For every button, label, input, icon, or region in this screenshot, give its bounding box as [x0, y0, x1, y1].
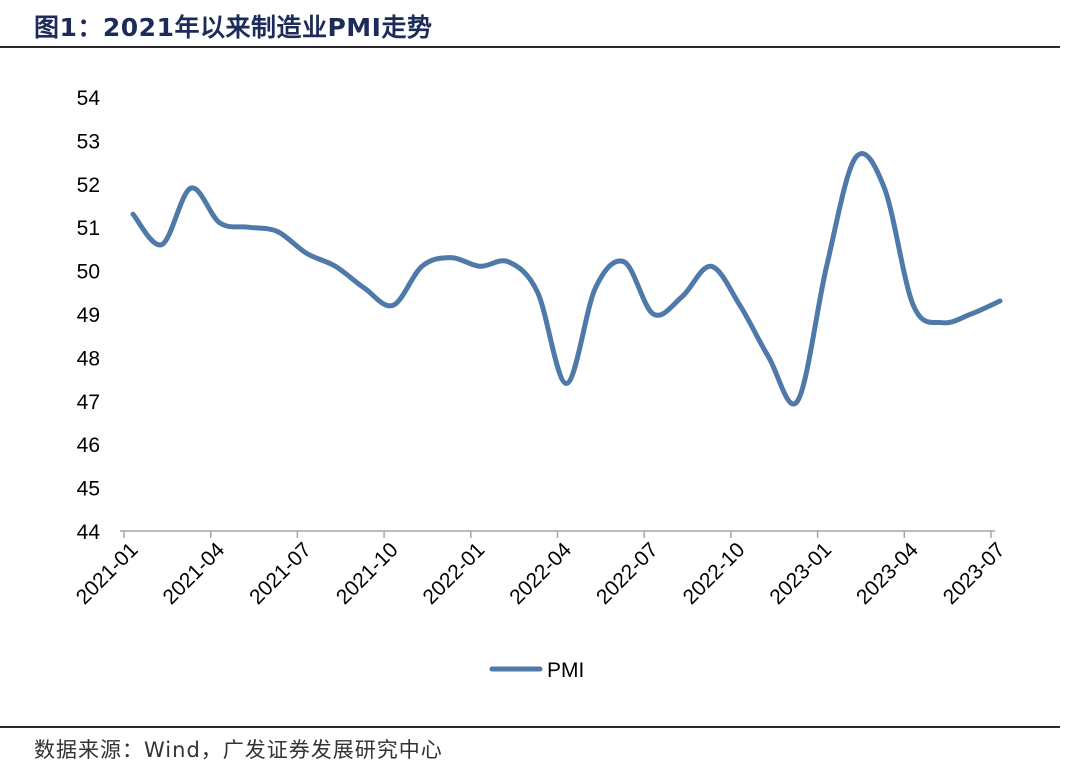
data-point-2022-08 [680, 294, 685, 299]
data-point-2022-02 [506, 259, 511, 264]
source-divider [0, 726, 1060, 728]
data-point-2021-07 [304, 251, 309, 256]
x-tick-label-2023-07: 2023-07 [939, 538, 1010, 609]
data-point-2021-09 [362, 285, 367, 290]
y-tick-label-46: 46 [77, 434, 100, 457]
data-point-2023-05 [940, 320, 945, 325]
data-point-2021-08 [333, 264, 338, 269]
x-tick-label-2022-07: 2022-07 [592, 538, 663, 609]
x-tick-label-2021-10: 2021-10 [332, 538, 403, 609]
data-point-2022-12 [795, 398, 800, 403]
data-point-2022-07 [651, 312, 656, 317]
y-tick-label-53: 53 [77, 130, 100, 153]
data-point-2022-04 [564, 381, 569, 386]
y-tick-label-47: 47 [77, 391, 100, 414]
data-point-2022-10 [737, 303, 742, 308]
y-tick-label-54: 54 [77, 87, 101, 110]
series-line-pmi [130, 151, 1003, 407]
data-point-2021-10 [391, 303, 396, 308]
data-point-2022-11 [766, 355, 771, 360]
y-tick-label-44: 44 [77, 521, 101, 544]
data-point-2022-01 [477, 264, 482, 269]
x-tick-label-2021-01: 2021-01 [72, 538, 143, 609]
series-layer [130, 151, 1003, 407]
data-point-2021-11 [420, 264, 425, 269]
x-axis-tick-labels: 2021-01 2021-04 2021-07 2021-10 2022-01 2022-… [72, 538, 1010, 609]
figure-title: 图1：2021年以来制造业PMI走势 [34, 13, 433, 42]
title-divider [0, 46, 1060, 48]
y-tick-label-48: 48 [77, 347, 100, 370]
x-tick-label-2022-04: 2022-04 [505, 538, 576, 609]
y-tick-label-49: 49 [77, 304, 100, 327]
y-tick-label-45: 45 [77, 478, 100, 501]
data-point-2021-06 [275, 229, 280, 234]
legend-label-pmi: PMI [547, 659, 584, 682]
data-point-2023-07 [998, 298, 1003, 303]
y-tick-label-50: 50 [77, 261, 100, 284]
source-note: 数据来源：Wind，广发证券发展研究中心 [34, 738, 443, 762]
data-point-2022-03 [535, 290, 540, 295]
x-tick-label-2023-04: 2023-04 [852, 538, 923, 609]
x-tick-label-2021-04: 2021-04 [158, 538, 229, 609]
y-tick-label-51: 51 [77, 217, 100, 240]
x-tick-label-2021-07: 2021-07 [245, 538, 316, 609]
data-point-2021-01 [131, 212, 136, 217]
y-tick-label-52: 52 [77, 174, 100, 197]
x-tick-label-2022-01: 2022-01 [419, 538, 490, 609]
data-point-2021-12 [448, 255, 453, 260]
data-point-2021-04 [217, 220, 222, 225]
data-point-2021-05 [246, 225, 251, 230]
x-axis [120, 530, 995, 538]
data-point-2023-02 [853, 155, 858, 160]
data-point-2022-06 [622, 259, 627, 264]
data-point-2023-03 [882, 186, 887, 191]
data-point-2023-06 [969, 312, 974, 317]
y-axis-tick-labels: 44 45 46 47 48 49 50 51 52 53 54 [77, 87, 101, 544]
data-point-2023-04 [911, 303, 916, 308]
x-tick-label-2023-01: 2023-01 [765, 538, 836, 609]
data-point-2021-02 [159, 242, 164, 247]
data-point-2022-05 [593, 285, 598, 290]
x-tick-label-2022-10: 2022-10 [679, 538, 750, 609]
data-point-2022-09 [709, 264, 714, 269]
legend: PMI [489, 659, 584, 682]
data-point-2023-01 [824, 264, 829, 269]
data-point-2021-03 [188, 186, 193, 191]
